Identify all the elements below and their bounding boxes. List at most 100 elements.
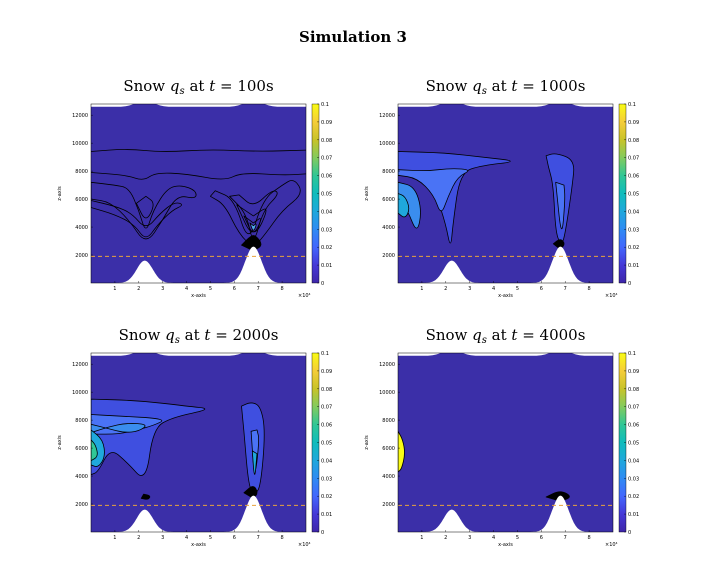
x-tick-label: 6 xyxy=(540,535,543,541)
y-axis-label: z-axis xyxy=(57,435,63,450)
contour-line-6 xyxy=(555,181,566,230)
x-exponent: ×10⁴ xyxy=(298,542,311,548)
colorbar-tick-label: 0.01 xyxy=(321,512,332,518)
colorbar-tick-label: 0.02 xyxy=(628,245,639,251)
panel-title: Snow qs at t = 4000s xyxy=(426,326,586,346)
colorbar-tick-label: 0.07 xyxy=(321,405,332,411)
y-tick-label: 2000 xyxy=(75,253,88,259)
colorbar-tick-label: 0.1 xyxy=(628,351,636,357)
contour-line-3 xyxy=(398,181,421,229)
x-tick-label: 2 xyxy=(444,286,447,292)
colorbar-tick-label: 0.02 xyxy=(321,245,332,251)
axes-frame xyxy=(397,352,614,533)
x-tick-label: 8 xyxy=(281,535,284,541)
x-tick-label: 7 xyxy=(564,535,567,541)
y-axis-label: z-axis xyxy=(364,186,370,201)
panel-1: Snow qs at t = 100s 1 2 3 4 5 6 7 8 ×10⁴ x-axis 200… xyxy=(57,77,332,299)
panel-4: Snow qs at t = 4000s 1 2 3 4 5 6 7 8 ×10⁴ x-axis 20… xyxy=(364,326,639,548)
x-axis-label: x-axis xyxy=(191,293,206,299)
mountain-2 xyxy=(91,246,306,283)
contour-line-9 xyxy=(243,215,261,233)
colorbar-tick-label: 0.1 xyxy=(321,351,329,357)
x-tick-label: 3 xyxy=(468,286,471,292)
colorbar-tick-label: 0.03 xyxy=(321,476,332,482)
contour-line-8 xyxy=(236,204,267,233)
mountain-1 xyxy=(398,509,613,532)
colorbar-tick-label: 0.09 xyxy=(628,120,639,126)
x-tick-label: 8 xyxy=(281,286,284,292)
contour-line-1 xyxy=(91,149,306,152)
y-tick-label: 12000 xyxy=(72,362,88,368)
field-background xyxy=(91,104,306,283)
x-tick-label: 5 xyxy=(209,286,212,292)
y-tick-label: 2000 xyxy=(382,253,395,259)
y-tick-label: 12000 xyxy=(379,113,395,119)
y-tick-label: 8000 xyxy=(75,169,88,175)
colorbar-tick-label: 0.08 xyxy=(628,138,639,144)
panel-title: Snow qs at t = 1000s xyxy=(426,77,586,97)
x-tick-label: 6 xyxy=(233,286,236,292)
colorbar-tick-label: 0.05 xyxy=(628,192,639,198)
x-exponent: ×10⁴ xyxy=(605,542,618,548)
x-tick-label: 5 xyxy=(516,286,519,292)
colorbar-tick-label: 0 xyxy=(628,530,631,536)
colorbar-tick-label: 0.09 xyxy=(321,369,332,375)
x-axis-label: x-axis xyxy=(191,542,206,548)
x-tick-label: 5 xyxy=(209,535,212,541)
x-tick-label: 3 xyxy=(161,535,164,541)
contour-line-3 xyxy=(91,423,146,434)
contour-line-4 xyxy=(398,193,410,218)
contour-line-3 xyxy=(91,181,197,240)
x-tick-label: 3 xyxy=(468,535,471,541)
contour-line-10 xyxy=(249,222,257,231)
colorbar-tick-label: 0.07 xyxy=(628,405,639,411)
x-tick-label: 6 xyxy=(540,286,543,292)
contours xyxy=(91,149,306,252)
contour-line-6 xyxy=(140,493,151,500)
colorbar-tick-label: 0.08 xyxy=(321,138,332,144)
colorbar-tick-label: 0.1 xyxy=(628,102,636,108)
y-tick-label: 6000 xyxy=(75,446,88,452)
x-tick-label: 4 xyxy=(185,535,188,541)
x-exponent: ×10⁴ xyxy=(298,293,311,299)
x-tick-label: 4 xyxy=(492,535,495,541)
y-tick-label: 4000 xyxy=(75,225,88,231)
x-tick-label: 2 xyxy=(137,535,140,541)
x-exponent: ×10⁴ xyxy=(605,293,618,299)
colorbar-tick-label: 0.02 xyxy=(321,494,332,500)
panel-2: Snow qs at t = 1000s 1 2 3 4 5 6 7 8 ×10⁴ x-axis 20… xyxy=(364,77,639,299)
field-background xyxy=(398,353,613,532)
colorbar-tick-label: 0 xyxy=(628,281,631,287)
figure-title: Simulation 3 xyxy=(299,28,407,46)
axes-frame xyxy=(90,352,307,533)
colorbar-tick-label: 0.09 xyxy=(321,120,332,126)
x-tick-label: 1 xyxy=(420,535,423,541)
colorbar-tick-label: 0.03 xyxy=(628,476,639,482)
x-tick-label: 1 xyxy=(113,535,116,541)
contour-line-9 xyxy=(251,450,258,475)
y-tick-label: 10000 xyxy=(379,141,395,147)
top-boundary xyxy=(398,348,613,356)
contour-line-10 xyxy=(243,486,258,499)
colorbar-tick-label: 0.08 xyxy=(628,387,639,393)
colorbar-tick-label: 0.05 xyxy=(628,441,639,447)
colorbar-tick-label: 0.03 xyxy=(628,227,639,233)
contours xyxy=(398,151,575,250)
y-tick-label: 12000 xyxy=(379,362,395,368)
x-tick-label: 3 xyxy=(161,286,164,292)
x-tick-label: 1 xyxy=(113,286,116,292)
axes-frame xyxy=(90,103,307,284)
colorbar-tick-label: 0.05 xyxy=(321,441,332,447)
x-tick-label: 2 xyxy=(444,535,447,541)
colorbar-tick-label: 0.01 xyxy=(628,263,639,269)
colorbar-tick-label: 0.04 xyxy=(628,458,639,464)
contours xyxy=(91,398,265,500)
x-axis-label: x-axis xyxy=(498,542,513,548)
mountain-1 xyxy=(91,260,306,283)
colorbar-tick-label: 0 xyxy=(321,281,324,287)
mountain-1 xyxy=(398,260,613,283)
x-tick-label: 8 xyxy=(588,535,591,541)
panel-title: Snow qs at t = 100s xyxy=(123,77,273,97)
x-tick-label: 8 xyxy=(588,286,591,292)
